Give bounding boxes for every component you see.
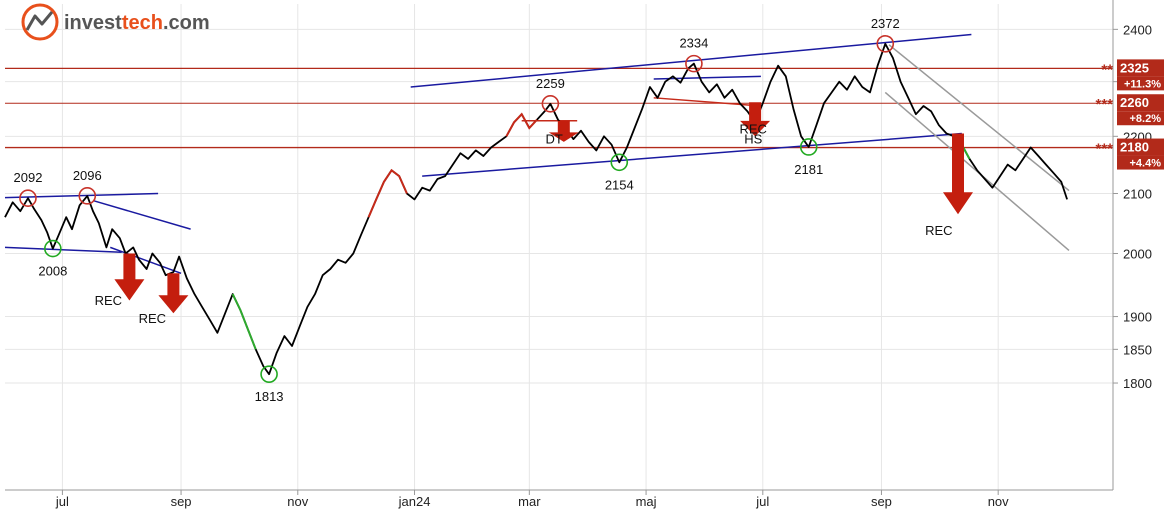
extreme-bottom-circle-1813 (260, 365, 278, 383)
logo-text-tech: tech (122, 12, 163, 34)
signal-label-3: REC (740, 122, 767, 137)
level-value-2325: 2325 (1120, 60, 1149, 75)
level-pct-box-2260 (1117, 111, 1164, 126)
level-pct-box-2180 (1117, 155, 1164, 170)
extreme-top-label-2259: 2259 (536, 76, 565, 91)
y-tick-label-1800: 1800 (1123, 376, 1152, 391)
extreme-top-circle-2372 (876, 34, 895, 53)
level-labels: 2325 +11.3% ** 2260 +8.2% *** 2180 +4.4% *** (1095, 59, 1164, 170)
trend-line-7 (653, 97, 761, 107)
level-value-box-2260 (1117, 94, 1164, 112)
trend-line-4 (422, 132, 962, 177)
extreme-top-label-2092: 2092 (14, 170, 43, 185)
extreme-bottom-label-2181: 2181 (794, 162, 823, 177)
level-pct-2180: +4.4% (1130, 158, 1162, 170)
signal-label-4: REC (925, 223, 952, 238)
signal-arrow-2 (548, 120, 579, 142)
x-tick-label-jul: jul (55, 494, 69, 509)
trend-line-3 (109, 246, 182, 275)
level-stars-2325: ** (1101, 61, 1113, 78)
x-tick-label-maj: maj (636, 494, 657, 509)
x-tick-label-mar: mar (518, 494, 541, 509)
extreme-top-circle-2092 (19, 189, 37, 208)
axes: 18001850190020002100220023002400julsepno… (5, 0, 1152, 509)
trend-line-9 (888, 44, 1070, 192)
x-tick-label-sep: sep (171, 494, 192, 509)
y-tick-label-2100: 2100 (1123, 187, 1152, 202)
extreme-top-label-2096: 2096 (73, 168, 102, 183)
x-tick-label-sep: sep (871, 494, 892, 509)
level-value-box-2180 (1117, 138, 1164, 156)
x-tick-label-nov: nov (287, 494, 308, 509)
y-tick-label-2000: 2000 (1123, 246, 1152, 261)
level-stars-2260: *** (1095, 96, 1113, 113)
level-pct-box-2325 (1117, 76, 1164, 91)
price-segment-up-0 (231, 293, 257, 350)
level-pct-2325: +11.3% (1124, 78, 1161, 90)
signal-arrow-4 (943, 133, 973, 215)
y-tick-label-1900: 1900 (1123, 310, 1152, 325)
level-value-2260: 2260 (1120, 95, 1149, 110)
trend-line-6 (653, 75, 761, 80)
level-stars-2180: *** (1095, 141, 1113, 158)
level-value-2180: 2180 (1120, 140, 1149, 155)
extreme-bottom-label-1813: 1813 (255, 389, 284, 404)
trend-line-0 (4, 192, 159, 199)
logo-icon (21, 3, 59, 41)
brand-logo: investtech.com (21, 3, 210, 41)
logo-text: investtech.com (64, 12, 210, 34)
extreme-top-label-2334: 2334 (679, 36, 708, 51)
extreme-bottom-label-2154: 2154 (605, 177, 634, 192)
x-tick-label-nov: nov (988, 494, 1009, 509)
signal-arrow-0 (114, 253, 145, 301)
y-tick-label-1850: 1850 (1123, 342, 1152, 357)
y-tick-label-2400: 2400 (1123, 22, 1152, 37)
signal-label-2: DT (546, 132, 563, 147)
logo-text-invest: invest (64, 12, 122, 34)
extreme-top-circle-2334 (685, 54, 703, 73)
trend-lines (4, 33, 1070, 275)
price-line-group (4, 42, 1068, 376)
extreme-top-circle-2096 (78, 187, 97, 205)
extreme-bottom-label-2008: 2008 (38, 264, 67, 279)
x-tick-label-jan24: jan24 (398, 494, 431, 509)
extreme-top-circle-2259 (541, 94, 560, 113)
signal-arrow-1 (158, 273, 189, 314)
signal-label-1: REC (139, 311, 166, 326)
extreme-bottom-circle-2008 (44, 239, 62, 258)
level-pct-2260: +8.2% (1130, 113, 1162, 125)
extreme-bottom-circle-2154 (610, 153, 629, 172)
signal-label2-3: HS (744, 132, 762, 147)
logo-text-com: .com (163, 12, 210, 34)
x-tick-label-jul: jul (755, 494, 769, 509)
extreme-top-label-2372: 2372 (871, 16, 900, 31)
price-segment-down-1 (367, 168, 408, 218)
extreme-bottom-circle-2181 (799, 138, 818, 156)
trend-line-2 (92, 199, 191, 230)
signal-arrow-3 (740, 102, 771, 137)
level-value-box-2325 (1117, 59, 1164, 77)
trend-line-1 (4, 246, 122, 254)
extreme-point-markers: 2092 2096 2008 1813 2259 2154 2334 2181 2372 (14, 16, 900, 404)
price-segment-down-2 (505, 112, 538, 137)
signal-label-0: REC (95, 293, 122, 308)
